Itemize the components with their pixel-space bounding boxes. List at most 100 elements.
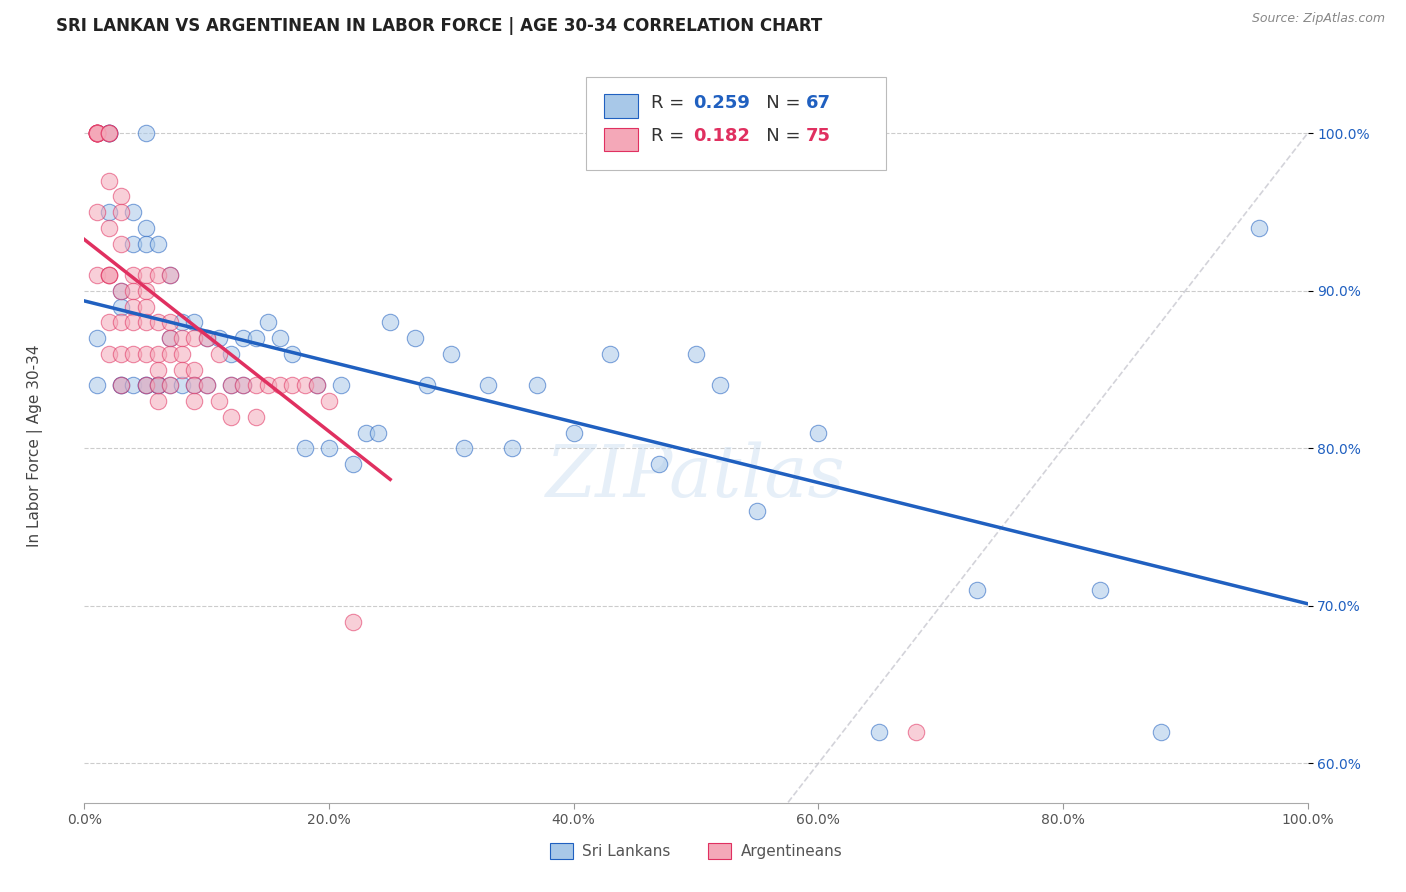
Point bbox=[354, 425, 377, 440]
Point bbox=[294, 442, 316, 456]
Point bbox=[905, 725, 928, 739]
Point bbox=[1088, 583, 1111, 598]
Point bbox=[86, 126, 108, 140]
Point bbox=[135, 315, 157, 329]
Point bbox=[648, 457, 671, 471]
Point bbox=[869, 725, 891, 739]
Point bbox=[1247, 220, 1270, 235]
Point bbox=[404, 331, 426, 345]
Point bbox=[97, 126, 120, 140]
Point bbox=[208, 394, 231, 409]
Point bbox=[97, 347, 120, 361]
Point bbox=[110, 284, 132, 298]
Point bbox=[135, 378, 157, 392]
Point bbox=[86, 126, 108, 140]
Point bbox=[966, 583, 988, 598]
Point bbox=[135, 284, 157, 298]
Point bbox=[245, 409, 267, 424]
Point bbox=[86, 126, 108, 140]
Point bbox=[97, 220, 120, 235]
Point bbox=[146, 378, 169, 392]
Point bbox=[219, 378, 242, 392]
Point bbox=[208, 331, 231, 345]
Point bbox=[97, 126, 120, 140]
Point bbox=[159, 331, 181, 345]
Point bbox=[122, 300, 145, 314]
Point bbox=[245, 378, 267, 392]
Text: SRI LANKAN VS ARGENTINEAN IN LABOR FORCE | AGE 30-34 CORRELATION CHART: SRI LANKAN VS ARGENTINEAN IN LABOR FORCE… bbox=[56, 17, 823, 35]
Point bbox=[146, 268, 169, 282]
Point bbox=[97, 173, 120, 187]
Point bbox=[146, 347, 169, 361]
Point bbox=[269, 331, 291, 345]
Point bbox=[135, 220, 157, 235]
Point bbox=[135, 347, 157, 361]
Point bbox=[86, 126, 108, 140]
Point bbox=[110, 347, 132, 361]
Point bbox=[195, 331, 218, 345]
Point bbox=[86, 331, 108, 345]
Point bbox=[281, 347, 304, 361]
Point bbox=[318, 442, 340, 456]
Point bbox=[110, 284, 132, 298]
Text: N =: N = bbox=[748, 95, 806, 112]
Point bbox=[146, 315, 169, 329]
Point bbox=[747, 504, 769, 518]
Point bbox=[305, 378, 328, 392]
Point bbox=[159, 331, 181, 345]
Point bbox=[122, 268, 145, 282]
Point bbox=[380, 315, 402, 329]
Point bbox=[97, 126, 120, 140]
Point bbox=[86, 126, 108, 140]
Text: 67: 67 bbox=[806, 95, 831, 112]
Text: R =: R = bbox=[651, 95, 690, 112]
Point bbox=[159, 268, 181, 282]
Point bbox=[97, 268, 120, 282]
Point bbox=[122, 315, 145, 329]
Point bbox=[195, 378, 218, 392]
Point bbox=[135, 378, 157, 392]
FancyBboxPatch shape bbox=[605, 95, 638, 118]
Point bbox=[146, 378, 169, 392]
Point bbox=[122, 236, 145, 251]
Point bbox=[257, 378, 280, 392]
FancyBboxPatch shape bbox=[586, 78, 886, 169]
Point bbox=[219, 409, 242, 424]
Point bbox=[685, 347, 707, 361]
Point bbox=[110, 378, 132, 392]
Point bbox=[97, 315, 120, 329]
Point bbox=[97, 205, 120, 219]
Point bbox=[257, 315, 280, 329]
Point bbox=[97, 268, 120, 282]
Point bbox=[1150, 725, 1173, 739]
Point bbox=[219, 378, 242, 392]
Point bbox=[330, 378, 353, 392]
Point bbox=[318, 394, 340, 409]
Point bbox=[183, 378, 205, 392]
Point bbox=[172, 362, 194, 376]
Legend: Sri Lankans, Argentineans: Sri Lankans, Argentineans bbox=[544, 837, 848, 865]
Point bbox=[172, 315, 194, 329]
Point bbox=[159, 378, 181, 392]
Point bbox=[122, 284, 145, 298]
Point bbox=[195, 331, 218, 345]
Point bbox=[269, 378, 291, 392]
Point bbox=[97, 268, 120, 282]
Point bbox=[86, 205, 108, 219]
Point bbox=[526, 378, 548, 392]
Point bbox=[86, 268, 108, 282]
Point bbox=[146, 378, 169, 392]
Point bbox=[281, 378, 304, 392]
Point bbox=[172, 378, 194, 392]
Text: N =: N = bbox=[748, 128, 806, 145]
Text: In Labor Force | Age 30-34: In Labor Force | Age 30-34 bbox=[27, 344, 44, 548]
Point bbox=[502, 442, 524, 456]
Point bbox=[97, 126, 120, 140]
Point bbox=[172, 347, 194, 361]
Point bbox=[477, 378, 499, 392]
Point bbox=[195, 378, 218, 392]
Point bbox=[367, 425, 389, 440]
Point bbox=[183, 331, 205, 345]
Point bbox=[183, 394, 205, 409]
Point bbox=[159, 315, 181, 329]
